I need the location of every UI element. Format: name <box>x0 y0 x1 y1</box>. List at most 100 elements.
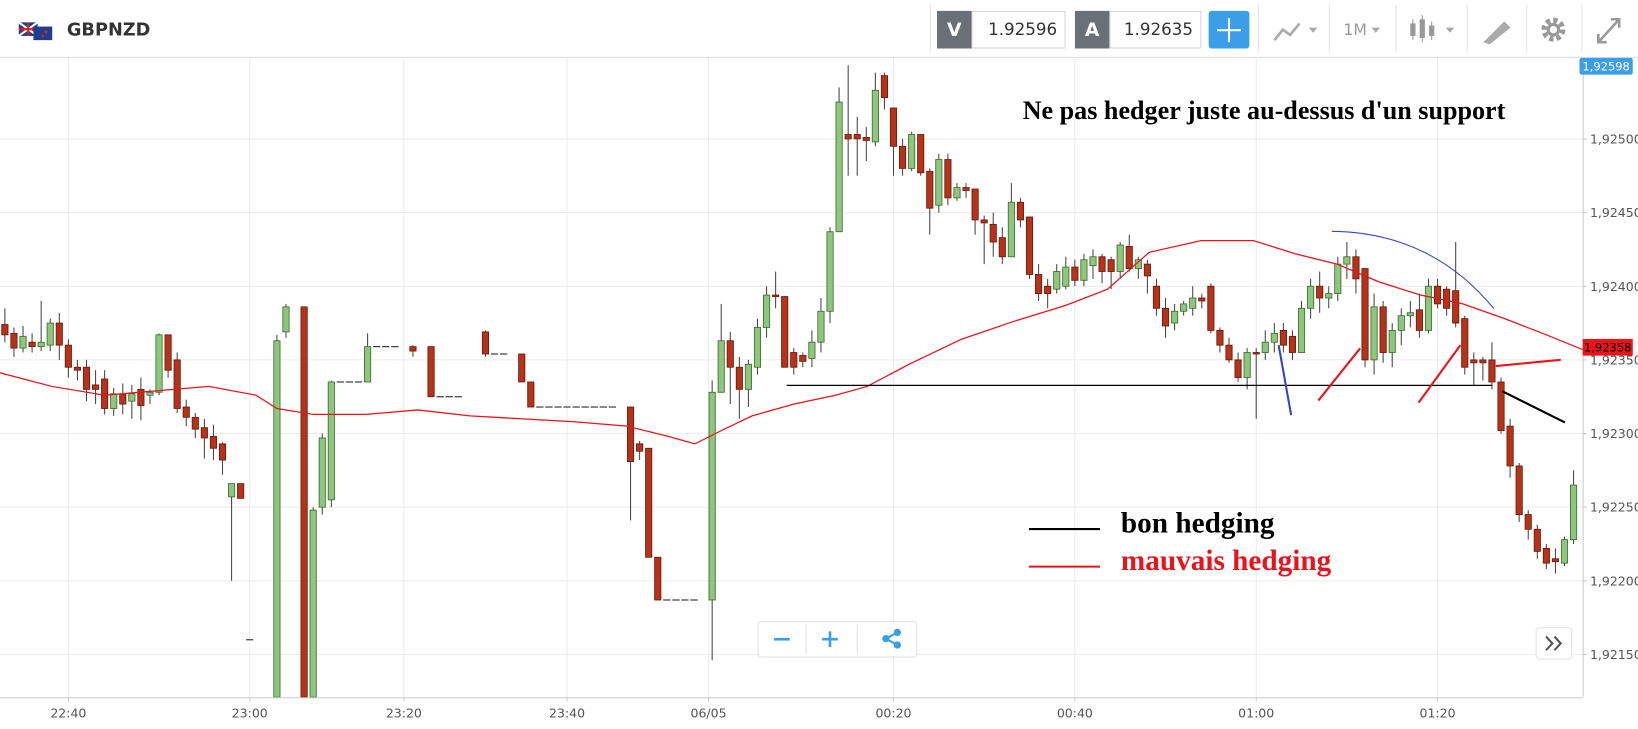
candle-body <box>1107 259 1115 272</box>
candle-body <box>1533 528 1541 552</box>
candle-body <box>191 416 199 430</box>
ask-label: A <box>1085 20 1100 41</box>
y-tick-label: 1,92200 <box>1590 573 1638 588</box>
candle-style-button[interactable] <box>1410 15 1455 43</box>
bid-box[interactable] <box>971 10 1066 49</box>
x-tick-label: 01:00 <box>1238 705 1274 720</box>
legend: bon hedging mauvais hedging <box>1028 508 1332 577</box>
candle-body <box>364 346 372 383</box>
x-tick-label: 00:20 <box>875 705 911 720</box>
candle-body <box>1 324 9 336</box>
axes: 1,92150 1,92200 1,92250 1,92300 1,92350 1,924… <box>50 131 1638 720</box>
candle-body <box>763 294 771 328</box>
x-tick-label: 06/05 <box>690 705 726 720</box>
candle-body <box>1234 359 1242 378</box>
candle-body <box>73 366 81 371</box>
candle-body <box>1071 266 1079 281</box>
candle-body <box>128 393 136 402</box>
candle-body <box>518 353 526 383</box>
candle-body <box>55 322 63 346</box>
candle-body <box>835 101 843 233</box>
candle-body <box>1570 484 1578 541</box>
candle-body <box>1261 341 1269 353</box>
candle-body <box>1415 309 1423 331</box>
candle-body <box>46 322 54 346</box>
divider <box>1328 4 1330 53</box>
candle-body <box>799 355 807 362</box>
plot-area <box>0 65 1583 698</box>
y-tick-label: 1,92300 <box>1590 426 1638 441</box>
candle-body <box>273 340 281 698</box>
candle-body <box>998 237 1006 258</box>
candle-body <box>744 363 752 390</box>
candle-body <box>1307 285 1315 309</box>
fullscreen-button[interactable] <box>1596 17 1621 44</box>
chart-type-button[interactable] <box>1273 22 1318 41</box>
crosshair-icon <box>1217 18 1242 43</box>
candle-body <box>1506 425 1514 467</box>
candle-body <box>726 340 734 368</box>
flag <box>18 21 53 41</box>
bid-label: V <box>947 20 962 41</box>
ask-badge[interactable] <box>1074 10 1110 49</box>
candle-body <box>28 341 36 348</box>
divider <box>1581 4 1583 53</box>
candle-body <box>908 134 916 169</box>
share-button[interactable] <box>882 628 902 649</box>
x-tick-label: 23:40 <box>549 705 585 720</box>
x-tick-label: 00:40 <box>1057 705 1093 720</box>
candle-body <box>1089 256 1097 267</box>
candle-body <box>654 556 662 601</box>
candle-body <box>1044 285 1052 295</box>
timeframe[interactable]: 1M <box>1343 20 1366 39</box>
candle-body <box>753 327 762 368</box>
candle-body <box>917 134 925 174</box>
draw-button[interactable] <box>1483 21 1511 45</box>
candle-body <box>1225 344 1233 361</box>
divider <box>1466 4 1468 53</box>
candle-body <box>1116 244 1124 272</box>
candle-body <box>971 188 979 221</box>
candle-body <box>1180 303 1188 312</box>
y-tick-label: 1,92250 <box>1590 500 1638 515</box>
candle-body <box>1288 335 1297 353</box>
y-tick-label: 1,92350 <box>1590 352 1638 367</box>
candle-body <box>37 341 45 348</box>
candle-body <box>645 447 653 558</box>
candle-body <box>1343 256 1351 265</box>
symbol[interactable]: GBPNZD <box>67 21 151 41</box>
toolbar-bg <box>0 0 1638 57</box>
candle-body <box>10 332 18 349</box>
candle-body <box>19 335 27 349</box>
candle-body <box>853 134 861 140</box>
candle-body <box>935 159 943 206</box>
candle-body <box>735 366 743 390</box>
divider <box>929 4 931 53</box>
zoom-in[interactable] <box>822 631 838 648</box>
candle-body <box>980 219 988 224</box>
candle-body <box>282 306 290 333</box>
candle-body <box>1025 216 1034 275</box>
candle-body <box>626 406 635 462</box>
ask-price: 1.92635 <box>1124 19 1193 39</box>
ask-box[interactable] <box>1109 10 1202 49</box>
candle-body <box>218 443 227 461</box>
candle-body <box>1424 285 1433 331</box>
moving-average <box>0 239 1583 445</box>
candle-body <box>926 170 934 209</box>
bid-badge[interactable] <box>937 10 972 49</box>
candle-body <box>1143 263 1151 277</box>
settings-button[interactable] <box>1541 17 1566 42</box>
bad-hedge-stroke <box>1417 344 1462 404</box>
candle-body <box>708 391 716 601</box>
candle-body <box>1524 514 1532 530</box>
candle-body <box>300 306 308 698</box>
scroll-right-button[interactable] <box>1535 627 1573 660</box>
bad-hedge-stroke <box>1495 358 1561 368</box>
candle-body <box>1062 266 1070 287</box>
candle-body <box>173 359 181 409</box>
candle-body <box>717 340 725 393</box>
candle-body <box>481 331 490 355</box>
candle-body <box>781 296 789 368</box>
divider <box>1395 4 1397 53</box>
